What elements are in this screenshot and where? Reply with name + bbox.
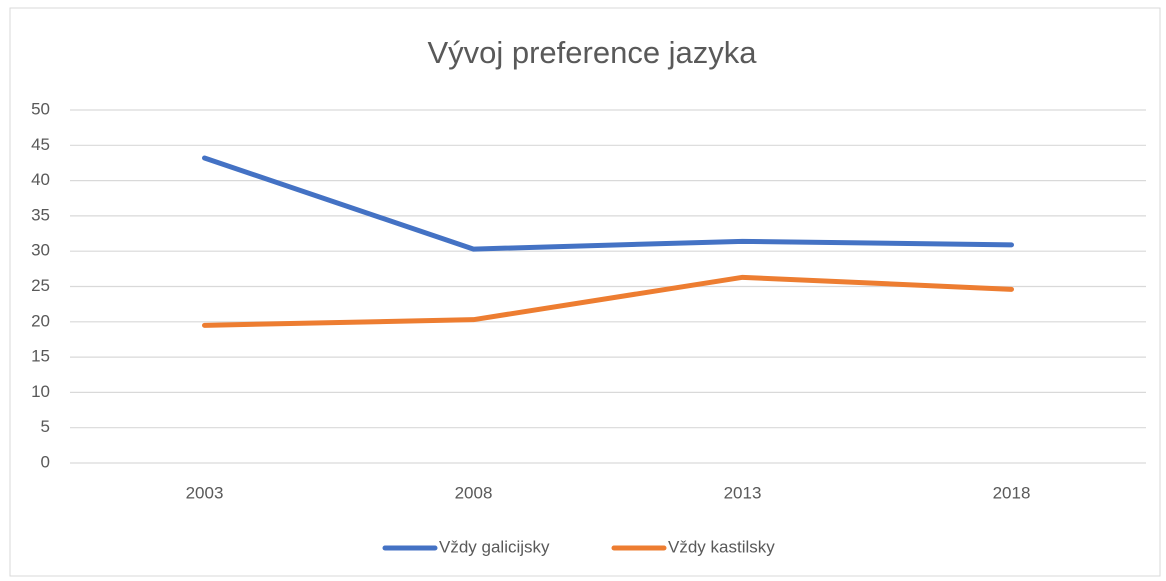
legend-label: Vždy galicijsky bbox=[439, 537, 550, 556]
y-tick-label: 10 bbox=[31, 382, 50, 401]
y-tick-label: 5 bbox=[41, 417, 50, 436]
y-tick-label: 20 bbox=[31, 311, 50, 330]
y-tick-label: 40 bbox=[31, 170, 50, 189]
x-tick-label: 2003 bbox=[186, 483, 224, 502]
series-line bbox=[202, 155, 1014, 252]
y-tick-label: 0 bbox=[41, 452, 50, 471]
y-tick-label: 50 bbox=[31, 99, 50, 118]
y-tick-label: 35 bbox=[31, 205, 50, 224]
y-tick-label: 25 bbox=[31, 276, 50, 295]
chart-frame bbox=[9, 7, 1161, 577]
y-tick-label: 15 bbox=[31, 347, 50, 366]
legend-label: Vždy kastilsky bbox=[668, 537, 775, 556]
y-tick-label: 45 bbox=[31, 135, 50, 154]
x-tick-label: 2018 bbox=[993, 483, 1031, 502]
series-line bbox=[202, 274, 1014, 328]
x-tick-label: 2013 bbox=[724, 483, 762, 502]
chart-title: Vývoj preference jazyka bbox=[427, 35, 757, 70]
x-tick-label: 2008 bbox=[455, 483, 493, 502]
y-tick-label: 30 bbox=[31, 241, 50, 260]
